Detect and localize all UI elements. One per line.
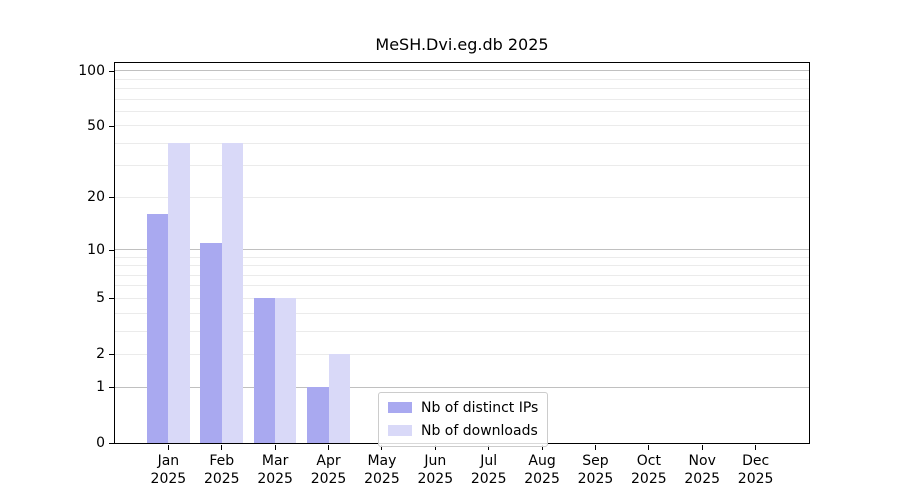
x-tick-mar <box>274 445 276 450</box>
minor-gridline-4 <box>115 312 809 314</box>
legend-swatch-downloads <box>388 425 412 436</box>
y-tick-label-10: 10 <box>87 241 105 258</box>
y-tick-label-50: 50 <box>87 117 105 134</box>
y-tick-0 <box>109 443 114 444</box>
x-tick-label-may: May 2025 <box>364 453 400 487</box>
bar-downloads-apr <box>328 354 350 443</box>
minor-gridline-7 <box>115 274 809 276</box>
x-tick-label-jun: Jun 2025 <box>417 453 454 487</box>
major-gridline-100 <box>115 70 809 72</box>
x-tick-aug <box>541 445 543 450</box>
minor-gridline-3 <box>115 330 809 332</box>
legend-swatch-ips <box>388 402 412 413</box>
minor-gridline-5 <box>115 297 809 299</box>
x-tick-feb <box>221 445 223 450</box>
y-tick-label-5: 5 <box>96 290 105 307</box>
y-tick-10 <box>109 249 114 251</box>
minor-gridline-60 <box>115 110 809 112</box>
legend-item-distinct-ips: Nb of distinct IPs <box>388 398 538 417</box>
minor-gridline-8 <box>115 265 809 267</box>
minor-gridline-90 <box>115 78 809 80</box>
major-gridline-1 <box>115 386 809 388</box>
x-tick-label-mar: Mar 2025 <box>257 453 293 487</box>
legend-item-downloads: Nb of downloads <box>388 421 538 440</box>
x-tick-apr <box>328 445 330 450</box>
x-tick-label-dec: Dec 2025 <box>737 453 774 487</box>
x-tick-jun <box>434 445 436 450</box>
minor-gridline-2 <box>115 353 809 355</box>
legend-label-downloads: Nb of downloads <box>421 422 538 439</box>
x-tick-jul <box>488 445 490 450</box>
x-tick-sep <box>594 445 596 450</box>
minor-gridline-70 <box>115 98 809 100</box>
minor-gridline-40 <box>115 142 809 144</box>
y-tick-5 <box>109 298 114 300</box>
legend-label-ips: Nb of distinct IPs <box>421 399 539 416</box>
x-tick-label-jul: Jul 2025 <box>470 453 507 487</box>
bar-ips-feb <box>200 242 222 443</box>
bar-downloads-jan <box>168 143 190 443</box>
y-tick-100 <box>109 70 114 72</box>
y-tick-label-2: 2 <box>96 346 105 363</box>
y-tick-label-0: 0 <box>96 435 105 451</box>
minor-gridline-20 <box>115 196 809 198</box>
y-tick-label-1: 1 <box>96 379 105 396</box>
major-gridline-10 <box>115 249 809 251</box>
x-tick-label-sep: Sep 2025 <box>577 453 614 487</box>
minor-gridline-9 <box>115 256 809 258</box>
y-tick-2 <box>109 354 114 356</box>
x-tick-oct <box>648 445 650 450</box>
x-tick-nov <box>701 445 703 450</box>
x-tick-label-oct: Oct 2025 <box>631 453 667 487</box>
minor-gridline-80 <box>115 87 809 89</box>
bar-ips-jan <box>147 214 169 443</box>
x-tick-jan <box>167 445 169 450</box>
y-tick-50 <box>109 125 114 127</box>
x-tick-label-feb: Feb 2025 <box>203 453 240 487</box>
bar-downloads-mar <box>275 298 297 443</box>
x-tick-dec <box>755 445 757 450</box>
bar-downloads-feb <box>221 143 244 443</box>
plot-area: 0 1 2 5 10 20 50 100 Jan 2025 Feb 2025 Mar 2025 Apr 202… <box>78 62 810 487</box>
bar-ips-mar <box>253 298 276 443</box>
x-tick-label-jan: Jan 2025 <box>150 453 187 487</box>
minor-gridline-6 <box>115 285 809 287</box>
chart-title: MeSH.Dvi.eg.db 2025 <box>375 35 549 54</box>
minor-gridline-30 <box>115 165 809 167</box>
y-tick-label-20: 20 <box>87 189 105 206</box>
bar-ips-apr <box>307 387 329 443</box>
y-tick-label-100: 100 <box>78 62 105 79</box>
chart-legend: Nb of distinct IPs Nb of downloads <box>378 392 549 447</box>
y-tick-1 <box>109 387 114 389</box>
minor-gridline-50 <box>115 125 809 127</box>
x-tick-label-aug: Aug 2025 <box>524 453 560 487</box>
x-tick-label-nov: Nov 2025 <box>684 453 721 487</box>
x-tick-may <box>381 445 383 450</box>
y-tick-20 <box>109 197 114 199</box>
x-tick-label-apr: Apr 2025 <box>310 453 347 487</box>
